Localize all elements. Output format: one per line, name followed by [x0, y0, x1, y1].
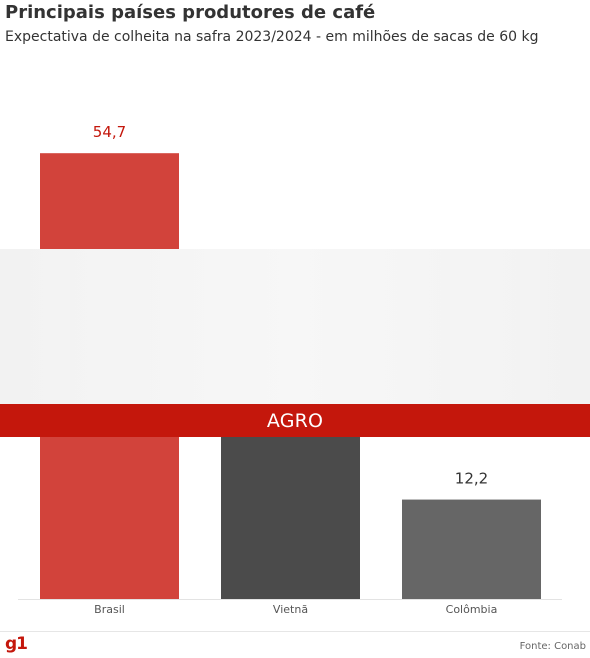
- g1-logo[interactable]: g1: [5, 634, 28, 654]
- value-label-brasil: 54,7: [93, 123, 126, 141]
- section-banner-label: AGRO: [266, 409, 324, 432]
- footer-divider: [0, 631, 590, 632]
- category-label-vietnã: Vietnã: [273, 603, 308, 616]
- bar-colômbia[interactable]: [402, 499, 541, 599]
- value-label-colômbia: 12,2: [455, 470, 488, 488]
- ad-placeholder-band: [0, 249, 590, 404]
- chart-title: Principais países produtores de café: [5, 2, 376, 23]
- chart-subtitle: Expectativa de colheita na safra 2023/20…: [5, 29, 539, 45]
- source-note: Fonte: Conab: [519, 641, 586, 652]
- section-banner[interactable]: AGRO: [0, 404, 590, 437]
- category-label-brasil: Brasil: [94, 603, 125, 616]
- category-label-colômbia: Colômbia: [446, 603, 498, 616]
